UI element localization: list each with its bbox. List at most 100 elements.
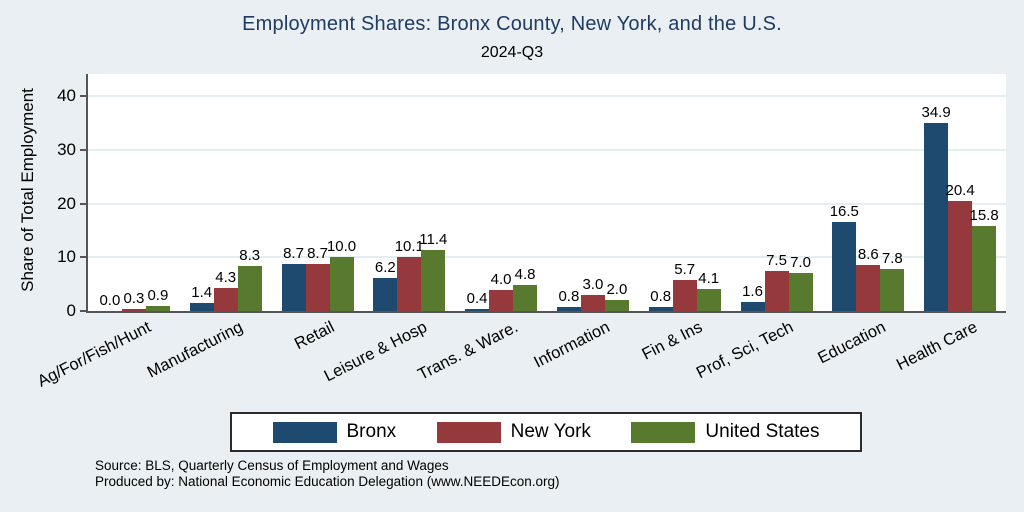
chart-subtitle: 2024-Q3 xyxy=(480,44,544,61)
bar xyxy=(489,290,514,311)
chart-title: Employment Shares: Bronx County, New Yor… xyxy=(242,13,782,35)
x-axis-label: Retail xyxy=(291,318,338,354)
bar-value-label: 5.7 xyxy=(674,261,696,278)
y-tick xyxy=(80,95,86,98)
bar xyxy=(672,280,697,311)
bar xyxy=(397,257,422,311)
bar xyxy=(421,250,446,311)
bar-value-label: 4.8 xyxy=(514,266,536,283)
bar-value-label: 10.1 xyxy=(394,238,424,255)
x-axis-line xyxy=(86,311,1006,313)
bar xyxy=(764,271,789,311)
source-line-1: Source: BLS, Quarterly Census of Employm… xyxy=(95,458,449,473)
bar xyxy=(237,266,262,311)
bar xyxy=(580,295,605,311)
bar-value-label: 20.4 xyxy=(945,182,975,199)
bar xyxy=(305,264,330,311)
bar-value-label: 8.7 xyxy=(307,245,328,262)
bar-value-label: 6.2 xyxy=(374,259,396,276)
bar-value-label: 4.0 xyxy=(490,271,512,288)
bar-value-label: 0.8 xyxy=(558,288,580,305)
bar xyxy=(740,302,765,311)
source-line-2: Produced by: National Economic Education… xyxy=(95,474,560,489)
y-tick-label: 40 xyxy=(57,86,76,106)
legend-label: New York xyxy=(510,421,591,442)
bar xyxy=(856,265,881,311)
x-axis-label: Ag/For/Fish/Hunt xyxy=(34,318,155,391)
bar-value-label: 4.1 xyxy=(698,270,720,287)
y-tick xyxy=(80,256,86,259)
y-tick xyxy=(80,310,86,312)
bar xyxy=(145,306,170,311)
bar xyxy=(948,201,973,311)
bar-value-label: 16.5 xyxy=(829,203,859,220)
bar xyxy=(832,222,857,311)
bar-value-label: 0.9 xyxy=(147,287,169,304)
x-axis-label: Prof, Sci, Tech xyxy=(693,318,797,383)
y-tick-label: 20 xyxy=(57,193,76,213)
x-axis-label: Fin & Ins xyxy=(638,318,705,364)
legend: Bronx New York United States xyxy=(230,412,862,452)
legend-item: Bronx xyxy=(272,421,397,443)
bar xyxy=(972,226,997,311)
bar-value-label: 0.4 xyxy=(466,290,488,307)
bar-value-label: 15.8 xyxy=(969,207,999,224)
y-tick xyxy=(80,148,86,151)
bar-value-label: 0.3 xyxy=(123,290,145,307)
x-axis-label: Leisure & Hosp xyxy=(320,318,430,386)
y-tick xyxy=(80,202,86,205)
bar xyxy=(556,307,581,311)
bar xyxy=(604,300,629,311)
x-axis-label: Health Care xyxy=(893,318,981,375)
gridline xyxy=(88,95,1006,98)
legend-swatch xyxy=(631,421,696,443)
bar-value-label: 7.8 xyxy=(881,250,903,267)
gridline xyxy=(88,256,1006,259)
bar-value-label: 0.0 xyxy=(99,292,121,309)
bar xyxy=(465,309,490,311)
bar xyxy=(880,269,905,311)
y-axis-line xyxy=(86,74,88,313)
bar-value-label: 1.4 xyxy=(191,284,213,301)
legend-swatch xyxy=(272,421,337,443)
source-block: Source: BLS, Quarterly Census of Employm… xyxy=(95,458,559,490)
y-tick-label: 10 xyxy=(57,247,76,267)
legend-label: Bronx xyxy=(346,421,397,442)
gridline xyxy=(88,148,1006,151)
x-axis-label: Trans. & Ware. xyxy=(415,318,522,384)
bar-value-label: 0.8 xyxy=(650,288,672,305)
bar xyxy=(373,278,398,311)
bar xyxy=(121,309,146,311)
x-axis-label: Education xyxy=(814,318,889,368)
bar-value-label: 3.0 xyxy=(582,276,604,293)
bar-value-label: 7.5 xyxy=(766,252,787,269)
gridline xyxy=(88,202,1006,205)
legend-swatch xyxy=(436,421,501,443)
bar xyxy=(281,264,306,311)
bar-value-label: 7.0 xyxy=(790,254,811,271)
bar xyxy=(513,285,538,311)
bar xyxy=(213,288,238,311)
legend-label: United States xyxy=(705,421,820,442)
x-axis-label: Manufacturing xyxy=(144,318,246,382)
bar xyxy=(924,123,949,311)
bar xyxy=(788,273,813,311)
bar-value-label: 10.0 xyxy=(326,238,357,255)
bar xyxy=(189,303,214,311)
bar xyxy=(696,289,721,311)
bar-value-label: 8.7 xyxy=(283,245,304,262)
bar-value-label: 8.6 xyxy=(857,246,879,263)
y-tick-label: 0 xyxy=(66,301,76,320)
legend-item: New York xyxy=(436,421,591,443)
y-tick-label: 30 xyxy=(57,139,76,159)
bar-value-label: 4.3 xyxy=(215,269,237,286)
bars-layer: 0.0 0.3 0.9 1.4 4.3 8.3 8.7 8.7 10.0 6.2 10.1 11.4 0… xyxy=(88,74,1006,311)
bar xyxy=(648,307,673,311)
bar-value-label: 8.3 xyxy=(239,247,261,264)
bar xyxy=(329,257,354,311)
bar-value-label: 1.6 xyxy=(742,283,763,300)
legend-item: United States xyxy=(631,421,820,443)
x-axis-label: Information xyxy=(531,318,614,372)
bar-value-label: 34.9 xyxy=(921,104,951,121)
bar-value-label: 11.4 xyxy=(419,231,448,248)
